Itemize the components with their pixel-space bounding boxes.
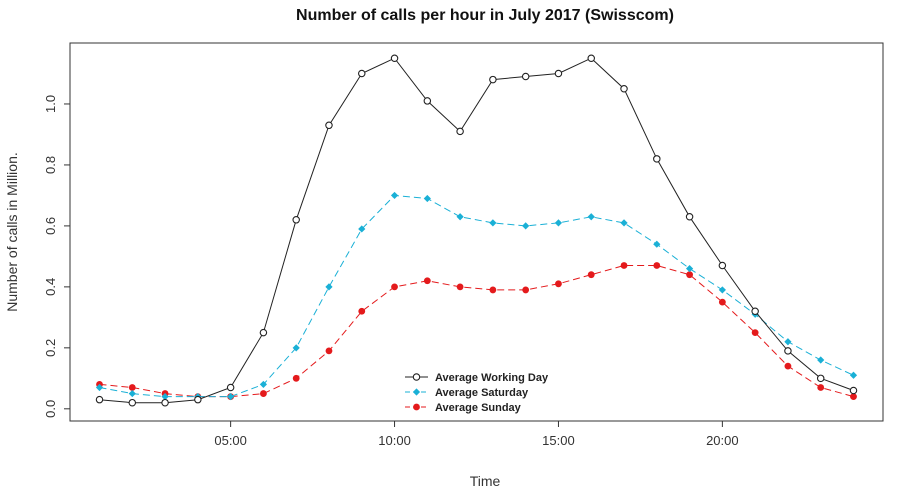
legend: Average Working Day Average Saturday Avera… [405, 372, 549, 414]
data-point [521, 72, 530, 81]
data-point [325, 347, 333, 355]
data-point [390, 191, 399, 200]
legend-label: Average Sunday [435, 402, 522, 414]
data-point [358, 69, 366, 78]
legend-marker [413, 403, 420, 411]
y-tick-label: 0.4 [43, 278, 58, 296]
data-point [817, 356, 825, 364]
data-point [259, 328, 268, 337]
data-point [784, 338, 792, 346]
data-point [423, 97, 432, 105]
chart-title: Number of calls per hour in July 2017 (S… [296, 7, 674, 24]
data-point [849, 371, 858, 379]
legend-marker [412, 373, 421, 381]
data-point [653, 240, 661, 248]
data-point [95, 383, 104, 392]
data-point [358, 225, 366, 233]
data-point [620, 219, 628, 227]
y-axis-label: Number of calls in Million. [4, 152, 20, 312]
legend-item: Average Sunday [405, 402, 522, 414]
data-point [685, 213, 694, 221]
data-point [850, 393, 857, 401]
data-point [128, 389, 136, 398]
data-point [95, 395, 104, 404]
x-tick-label: 20:00 [706, 433, 739, 448]
data-point [391, 283, 398, 291]
y-tick-label: 0.6 [43, 217, 58, 235]
data-point [489, 286, 497, 294]
series-layer [95, 54, 858, 407]
data-point [226, 383, 235, 392]
data-point [554, 69, 563, 78]
data-point [751, 307, 759, 316]
legend-marker [412, 388, 421, 396]
data-point [390, 54, 399, 62]
data-point [587, 213, 595, 221]
data-point [817, 384, 825, 391]
data-point [489, 219, 497, 227]
data-point [456, 127, 464, 136]
data-point [292, 344, 300, 352]
data-point [325, 283, 333, 291]
data-point [489, 75, 497, 84]
data-point [685, 264, 694, 273]
x-tick-label: 15:00 [542, 433, 575, 448]
data-point [292, 374, 300, 382]
y-axis: 0.0 0.2 0.4 0.6 0.8 1.0 [43, 95, 70, 418]
legend-item: Average Saturday [405, 387, 529, 399]
data-point [522, 286, 530, 294]
data-point [816, 374, 825, 383]
data-point [358, 307, 366, 315]
plot-frame [69, 42, 884, 422]
data-point [161, 393, 169, 401]
data-point [227, 393, 235, 401]
series-average-saturday [95, 191, 858, 401]
data-point [587, 54, 595, 62]
data-point [292, 216, 300, 224]
data-point [555, 280, 562, 288]
data-point [194, 395, 202, 404]
data-point [456, 283, 464, 291]
y-tick-label: 0.8 [43, 156, 58, 174]
data-point [784, 362, 792, 370]
data-point [620, 262, 628, 269]
series-line [99, 57, 854, 404]
data-point [653, 262, 661, 269]
x-axis: 05:00 10:00 15:00 20:00 [214, 421, 739, 448]
data-point [620, 84, 628, 93]
series-line [99, 194, 854, 398]
data-point [128, 398, 137, 407]
data-point [522, 222, 530, 230]
data-point [849, 386, 858, 395]
y-tick-label: 0.2 [43, 339, 58, 357]
data-point [587, 271, 595, 279]
data-point [554, 219, 563, 227]
x-tick-label: 05:00 [214, 433, 247, 448]
legend-item: Average Working Day [405, 372, 549, 384]
data-point [751, 329, 759, 336]
data-point [161, 398, 169, 407]
data-point [128, 384, 136, 391]
data-point [259, 380, 268, 389]
data-point [325, 121, 333, 130]
data-point [423, 277, 431, 285]
data-point [423, 194, 431, 203]
y-tick-label: 1.0 [43, 95, 58, 113]
data-point [686, 271, 693, 279]
data-point [653, 155, 661, 163]
legend-label: Average Working Day [435, 372, 549, 384]
data-point [456, 213, 464, 221]
data-point [784, 347, 792, 355]
legend-label: Average Saturday [435, 387, 529, 399]
y-tick-label: 0.0 [43, 400, 58, 418]
data-point [718, 261, 727, 270]
data-point [718, 298, 726, 306]
data-point [260, 390, 267, 397]
data-point [718, 286, 726, 294]
series-average-working-day [95, 54, 858, 407]
x-axis-label: Time [470, 473, 501, 489]
x-tick-label: 10:00 [378, 433, 411, 448]
